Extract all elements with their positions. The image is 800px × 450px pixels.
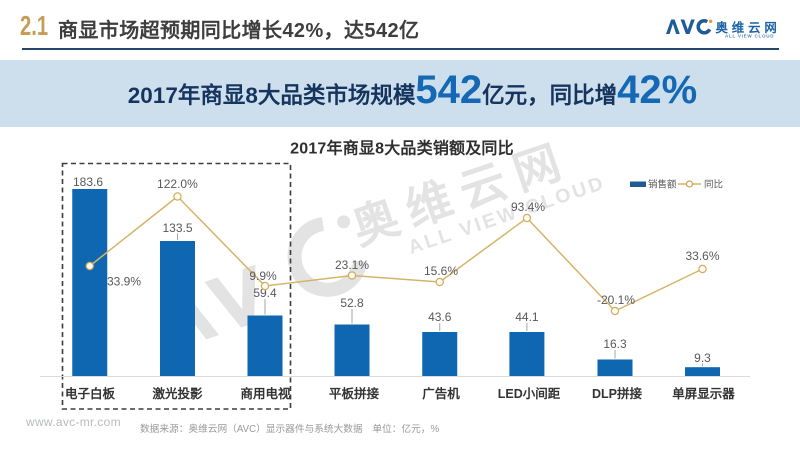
svg-text:44.1: 44.1 (515, 310, 539, 324)
svg-text:16.3: 16.3 (603, 337, 627, 351)
svg-text:9.3: 9.3 (694, 351, 711, 365)
svg-text:平板拼接: 平板拼接 (329, 386, 380, 401)
svg-text:33.9%: 33.9% (107, 275, 141, 289)
svg-text:商用电视: 商用电视 (240, 386, 291, 401)
svg-text:183.6: 183.6 (73, 175, 103, 189)
svg-text:9.9%: 9.9% (249, 269, 277, 283)
svg-text:同比: 同比 (704, 179, 723, 191)
svg-text:电子白板: 电子白板 (65, 386, 116, 401)
svg-text:激光投影: 激光投影 (152, 386, 203, 401)
svg-text:52.8: 52.8 (340, 296, 364, 310)
svg-text:DLP拼接: DLP拼接 (592, 386, 643, 401)
svg-text:LED小间距: LED小间距 (498, 386, 561, 401)
svg-text:单屏显示器: 单屏显示器 (672, 386, 735, 401)
svg-text:23.1%: 23.1% (335, 258, 369, 272)
svg-text:-20.1%: -20.1% (597, 293, 635, 307)
svg-text:2017年商显8大品类销额及同比: 2017年商显8大品类销额及同比 (290, 139, 514, 158)
svg-text:奥维云网: 奥维云网 (716, 20, 781, 35)
svg-text:33.6%: 33.6% (685, 249, 719, 263)
svg-text:ALL VIEW CLOUD: ALL VIEW CLOUD (725, 33, 774, 38)
svg-text:销售额: 销售额 (648, 179, 677, 191)
svg-text:122.0%: 122.0% (157, 177, 198, 191)
svg-text:133.5: 133.5 (162, 221, 192, 235)
svg-text:93.4%: 93.4% (511, 200, 545, 214)
svg-text:59.4: 59.4 (253, 286, 277, 300)
svg-text:43.6: 43.6 (428, 310, 452, 324)
svg-text:15.6%: 15.6% (424, 264, 458, 278)
svg-text:广告机: 广告机 (422, 386, 460, 401)
